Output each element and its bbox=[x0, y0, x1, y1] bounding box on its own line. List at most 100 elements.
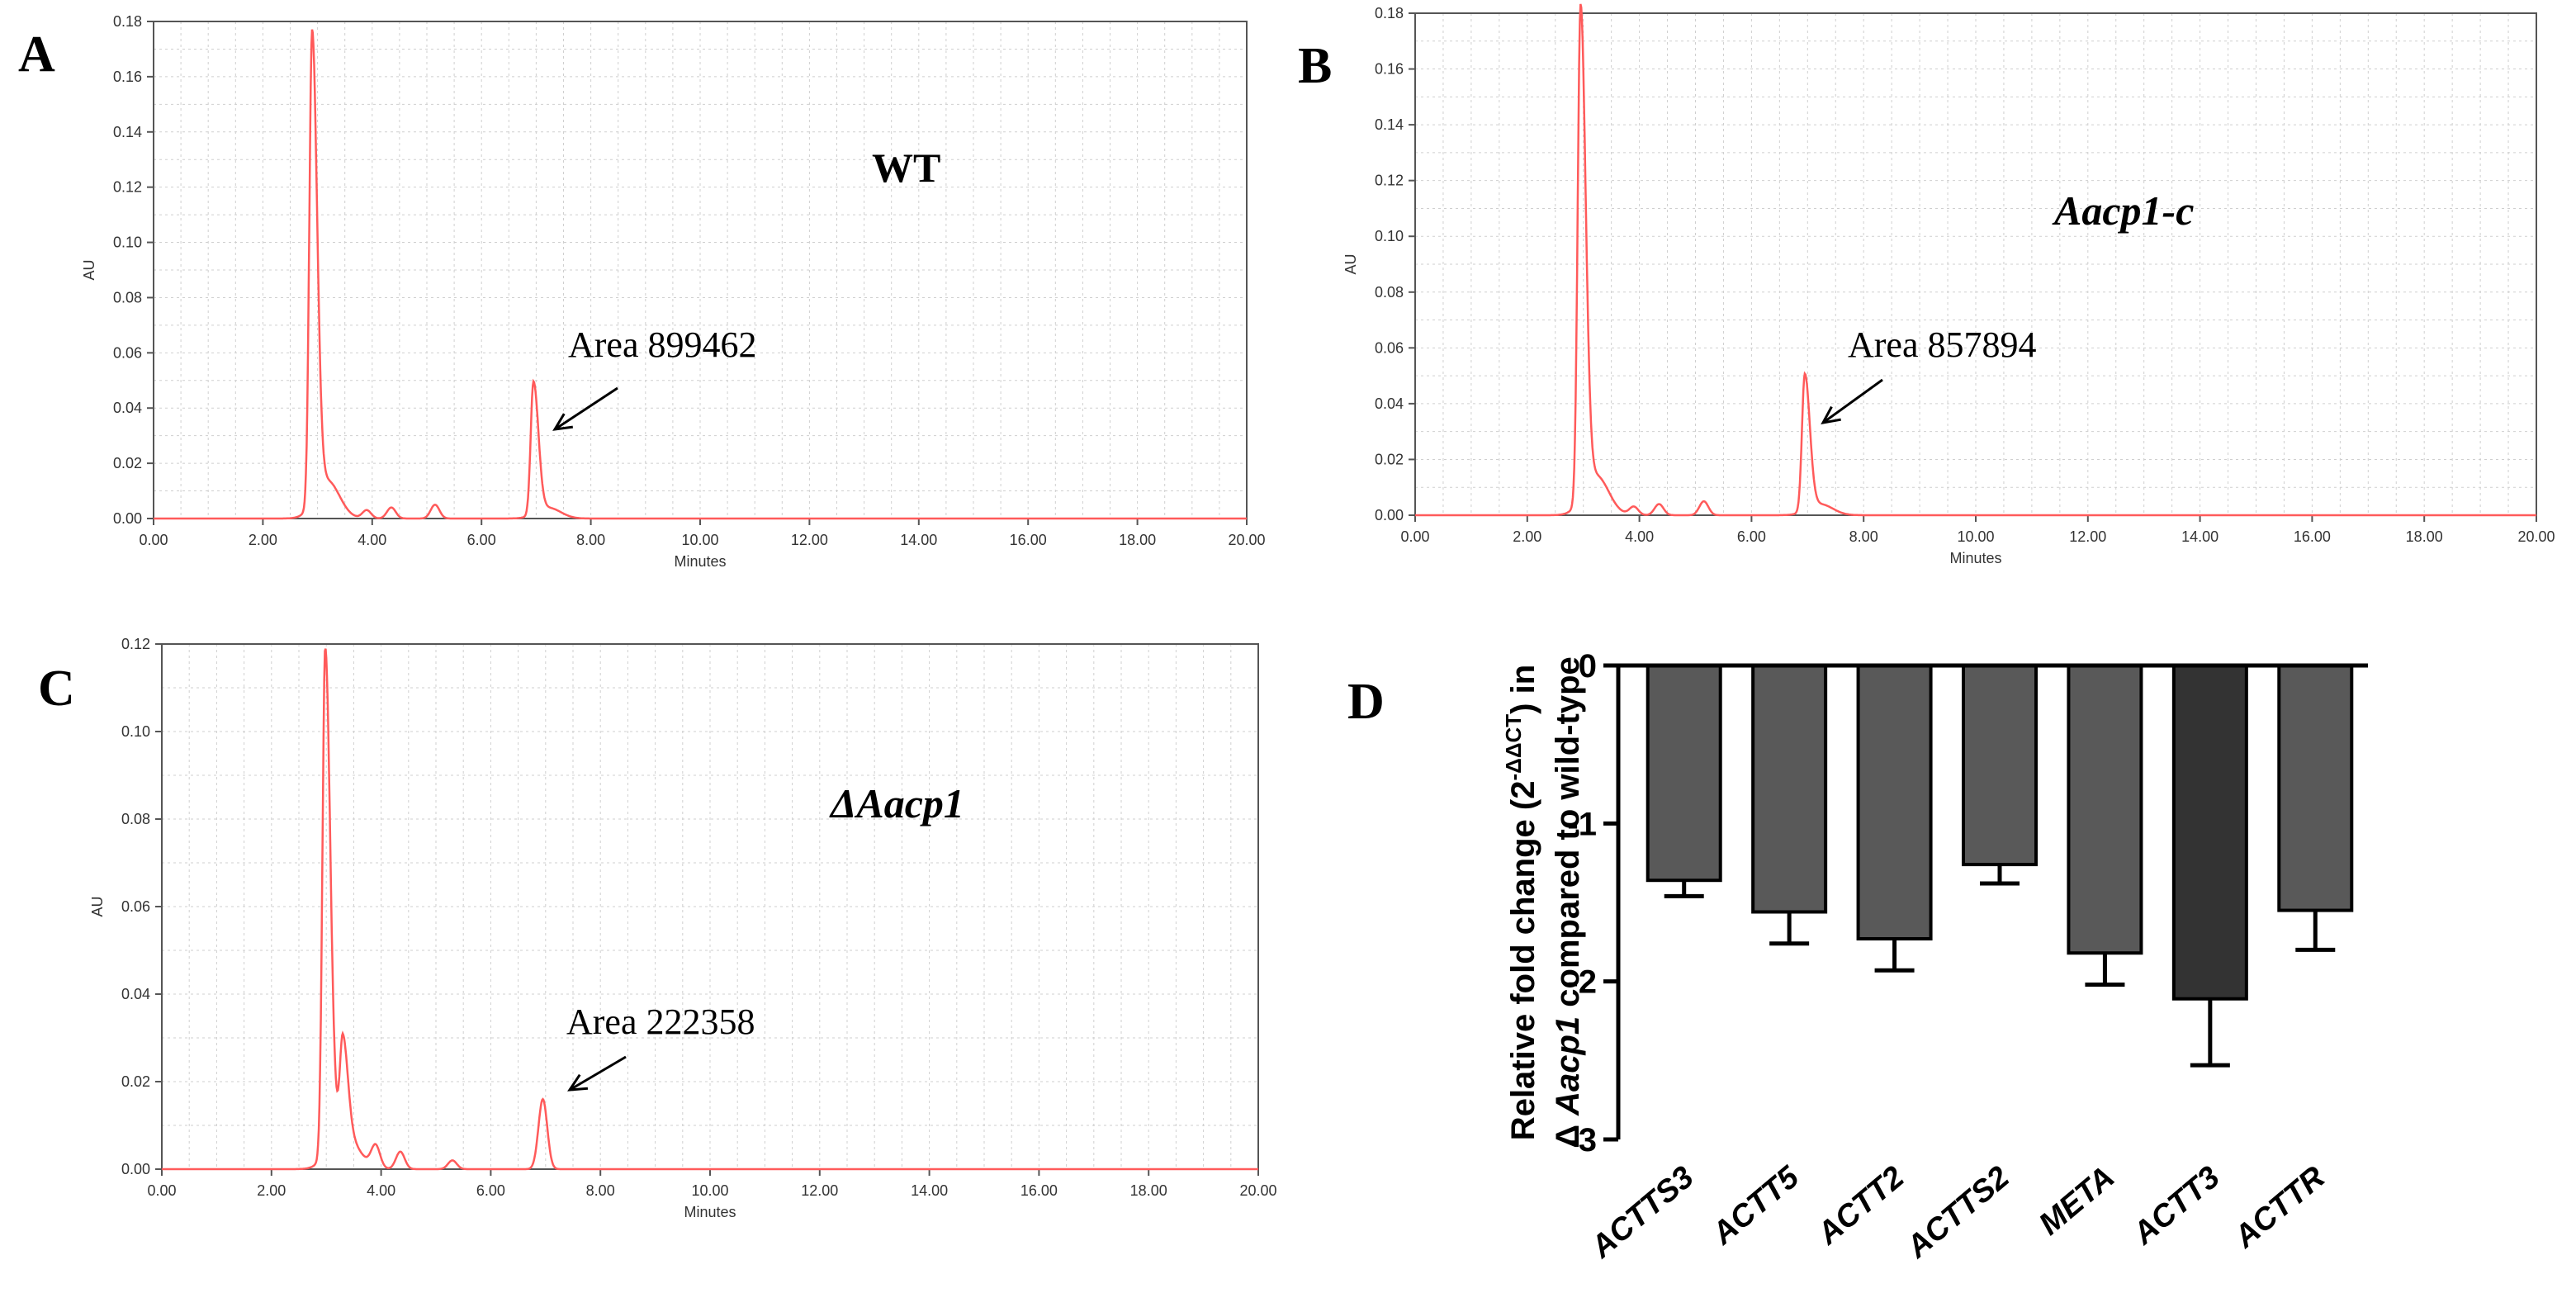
annotation-arrow-head bbox=[552, 413, 574, 431]
y-axis-title-line2: Δ Aacp1 compared to wild-type bbox=[1550, 656, 1586, 1149]
bar bbox=[1962, 664, 2038, 867]
panel-a-chromatogram: 0.00 2.00 4.00 6.00 8.00 10.00 12.00 14.00 16.00… bbox=[18, 13, 1266, 570]
x-tick-label: 20.00 bbox=[2517, 528, 2555, 545]
x-tick-label: 18.00 bbox=[1130, 1182, 1167, 1199]
y-axis-title: AU bbox=[89, 896, 106, 916]
y-tick-label: 0.04 bbox=[1375, 395, 1404, 412]
x-tick-label: 8.00 bbox=[576, 532, 605, 548]
x-tick-label: 20.00 bbox=[1239, 1182, 1276, 1199]
category-label: ACTT2 bbox=[1811, 1160, 1911, 1253]
annotation-arrow-shaft bbox=[1822, 378, 1883, 424]
chromatogram-trace bbox=[1415, 3, 2536, 517]
y-tick-label: 0.10 bbox=[113, 234, 142, 251]
category-label: ACTTS2 bbox=[1900, 1160, 2016, 1266]
y-tick-label: 0.04 bbox=[121, 986, 150, 1002]
y-axis-title-text: Δ bbox=[1550, 1115, 1586, 1149]
bar bbox=[2171, 664, 2248, 1001]
y-tick-label: 0.06 bbox=[113, 344, 142, 361]
x-tick-label: 2.00 bbox=[1513, 528, 1541, 545]
chromatogram-trace bbox=[154, 29, 1247, 520]
x-tick-label: 12.00 bbox=[791, 532, 828, 548]
x-tick-label: 14.00 bbox=[2181, 528, 2218, 545]
panel-c-chromatogram: 0.00 2.00 4.00 6.00 8.00 10.00 12.00 14.00 16.00… bbox=[38, 636, 1277, 1220]
y-tick-label: 0.08 bbox=[113, 289, 142, 305]
y-tick-label: 0.00 bbox=[1375, 507, 1404, 523]
x-tick-label: 10.00 bbox=[1957, 528, 1994, 545]
y-tick-label: -1 bbox=[1567, 806, 1597, 842]
y-tick-label: 0.08 bbox=[1375, 284, 1404, 301]
category-label: ACTTR bbox=[2228, 1159, 2332, 1255]
x-tick-label: 8.00 bbox=[586, 1182, 615, 1199]
y-tick-label: 0.18 bbox=[1375, 5, 1404, 21]
x-tick-label: 4.00 bbox=[358, 532, 386, 548]
y-axis-title: AU bbox=[1342, 253, 1359, 274]
y-tick-label: 0.00 bbox=[113, 510, 142, 527]
x-tick-label: 2.00 bbox=[249, 532, 277, 548]
y-tick-label: 0.02 bbox=[1375, 451, 1404, 467]
grid bbox=[161, 643, 1259, 1170]
x-tick-label: 18.00 bbox=[2406, 528, 2443, 545]
y-tick-label: -3 bbox=[1567, 1122, 1597, 1158]
bar bbox=[1646, 664, 1722, 883]
y-tick-label: 0.10 bbox=[1375, 228, 1404, 244]
x-tick-label: 6.00 bbox=[467, 532, 496, 548]
y-tick-label: 0.00 bbox=[121, 1161, 150, 1177]
category-label: META bbox=[2033, 1160, 2121, 1243]
peak-area-annotation: Area 899462 bbox=[568, 324, 757, 365]
x-tick-label: 16.00 bbox=[2294, 528, 2331, 545]
y-axis-title-line1: Relative fold change (2-ΔΔCT) in bbox=[1501, 665, 1541, 1140]
y-tick-label: 0.06 bbox=[1375, 339, 1404, 356]
annotation-arrow-shaft bbox=[554, 386, 618, 431]
annotation-arrow-shaft bbox=[569, 1055, 627, 1092]
x-tick-label: 12.00 bbox=[801, 1182, 838, 1199]
y-tick-label: -2 bbox=[1567, 964, 1597, 1001]
bar bbox=[2277, 664, 2354, 912]
panel-letter: B bbox=[1298, 38, 1332, 94]
sample-label: WT bbox=[872, 144, 940, 191]
y-tick-label: 0.08 bbox=[121, 811, 150, 827]
x-axis-title: Minutes bbox=[684, 1204, 736, 1220]
x-tick-label: 2.00 bbox=[257, 1182, 286, 1199]
y-axis-title-superscript: -ΔΔCT bbox=[1501, 714, 1526, 781]
peak-area-annotation: Area 857894 bbox=[1848, 324, 2037, 365]
y-tick-label: 0.02 bbox=[121, 1073, 150, 1090]
y-tick-label: 0.12 bbox=[113, 179, 142, 196]
x-tick-label: 14.00 bbox=[900, 532, 937, 548]
y-tick-label: 0.14 bbox=[1375, 116, 1404, 133]
y-tick-label: 0.14 bbox=[113, 124, 142, 140]
y-tick-label: 0.06 bbox=[121, 898, 150, 915]
y-axis-title-gene: Aacp1 bbox=[1550, 1016, 1586, 1116]
y-tick-label: 0 bbox=[1579, 648, 1597, 684]
x-tick-label: 6.00 bbox=[476, 1182, 505, 1199]
panel-letter: D bbox=[1347, 674, 1385, 730]
category-label: ACTTS3 bbox=[1584, 1160, 1701, 1266]
x-tick-label: 0.00 bbox=[139, 532, 168, 548]
sample-label: ΔAacp1 bbox=[829, 780, 964, 826]
y-tick-label: 0.16 bbox=[1375, 61, 1404, 78]
peak-area-annotation: Area 222358 bbox=[566, 1002, 755, 1042]
grid bbox=[153, 21, 1248, 519]
x-tick-label: 16.00 bbox=[1020, 1182, 1058, 1199]
y-tick-label: 0.02 bbox=[113, 455, 142, 471]
sample-label: Aacp1-c bbox=[2052, 187, 2194, 234]
panel-letter: A bbox=[18, 26, 55, 83]
panel-letter: C bbox=[38, 661, 75, 717]
y-tick-label: 0.16 bbox=[113, 69, 142, 85]
x-tick-label: 18.00 bbox=[1119, 532, 1156, 548]
x-tick-label: 20.00 bbox=[1228, 532, 1265, 548]
category-label: ACTT3 bbox=[2126, 1160, 2227, 1253]
x-tick-label: 10.00 bbox=[681, 532, 718, 548]
x-tick-label: 16.00 bbox=[1010, 532, 1047, 548]
y-tick-label: 0.18 bbox=[113, 13, 142, 30]
bar bbox=[1751, 664, 1828, 914]
category-label: ACTT5 bbox=[1705, 1159, 1806, 1252]
panel-b-chromatogram: 0.00 2.00 4.00 6.00 8.00 10.00 12.00 14.00 16.00… bbox=[1298, 3, 2555, 566]
y-tick-label: 0.10 bbox=[121, 723, 150, 740]
annotation-arrow-head bbox=[567, 1073, 589, 1092]
y-tick-label: 0.04 bbox=[113, 400, 142, 416]
y-tick-label: 0.12 bbox=[121, 636, 150, 652]
x-tick-label: 14.00 bbox=[911, 1182, 948, 1199]
x-tick-label: 4.00 bbox=[367, 1182, 395, 1199]
x-tick-label: 12.00 bbox=[2069, 528, 2106, 545]
